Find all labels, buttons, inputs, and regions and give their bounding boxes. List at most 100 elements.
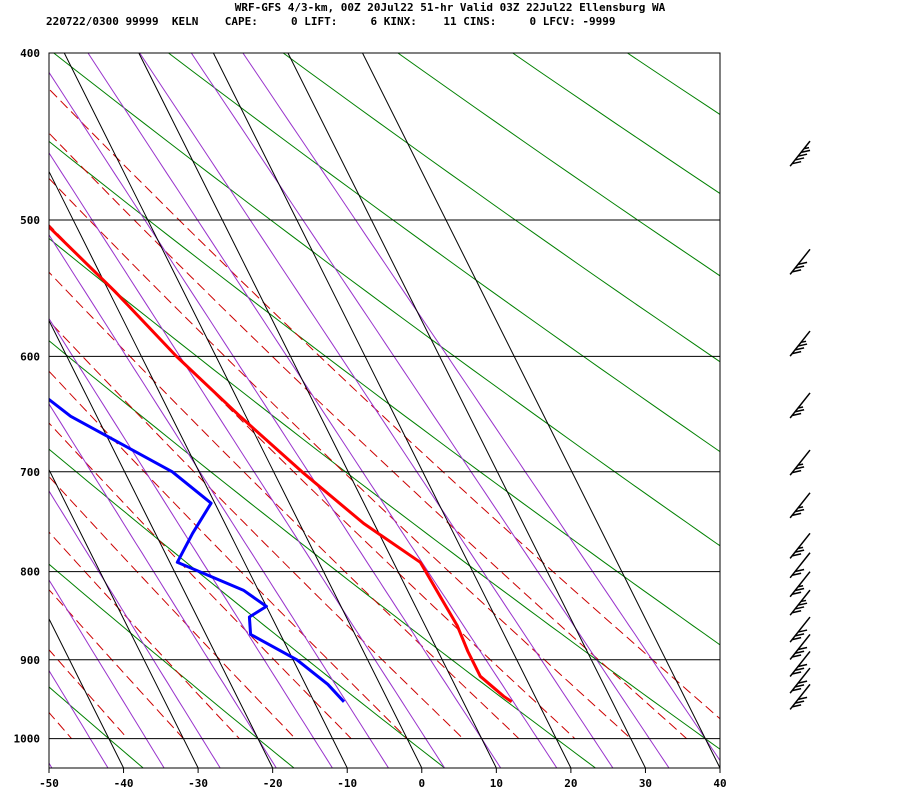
wind-barb: [789, 392, 811, 419]
dewpoint-profile: [49, 397, 346, 703]
wind-barb-feather: [797, 602, 808, 606]
dry-adiabat: [282, 53, 720, 363]
temperature-axis: -50 -40 -30 -20 -10 0 10 20 30 40: [39, 768, 727, 790]
wind-barb-feather: [794, 667, 805, 671]
wind-barb-feather: [791, 636, 802, 641]
wind-barb-feather: [797, 153, 808, 157]
chart-title: WRF-GFS 4/3-km, 00Z 20Jul22 51-hr Valid …: [234, 1, 666, 14]
isotherm-line: [63, 53, 423, 768]
wind-barb-feather: [794, 265, 805, 269]
moist-adiabat: [49, 271, 520, 740]
wind-barb-feather: [794, 700, 805, 704]
mixing-ratio-line: [49, 71, 502, 768]
wind-barb-feather: [797, 343, 808, 347]
moist-adiabat: [49, 224, 576, 740]
moist-adiabat: [49, 422, 352, 740]
wind-barb-staff: [789, 392, 811, 419]
temperature-tick-label: -50: [39, 777, 59, 790]
wind-barb-feather: [791, 160, 802, 165]
wind-barb-half-feather: [797, 546, 804, 550]
grid: [49, 52, 720, 768]
wind-barb-feather: [794, 606, 805, 610]
isotherm-line: [362, 53, 720, 768]
wind-barb-half-feather: [797, 506, 804, 509]
isotherm-group: [49, 53, 720, 768]
wind-barb-feather: [794, 347, 805, 351]
moist-adiabat: [49, 132, 688, 740]
dry-adiabat: [52, 53, 720, 547]
wind-barb-feather: [797, 629, 808, 633]
wind-barb-half-feather: [800, 340, 807, 344]
moist-adiabat: [49, 370, 408, 740]
mixing-ratio-line: [49, 579, 165, 768]
wind-barb-feather: [797, 696, 808, 701]
wind-barb-feather: [791, 654, 802, 658]
wind-barb-feather: [791, 469, 802, 474]
isotherm-line: [138, 53, 497, 768]
temperature-tick-label: 40: [713, 777, 726, 790]
wind-barb: [789, 532, 811, 559]
wind-barb: [789, 616, 811, 643]
wind-barb-feather: [791, 687, 802, 692]
moist-adiabat: [49, 88, 720, 720]
wind-barbs: [789, 140, 811, 710]
wind-barb-half-feather: [797, 406, 804, 409]
wind-barb-feather: [791, 609, 802, 614]
dry-adiabat: [49, 686, 144, 768]
temperature-tick-label: -10: [337, 777, 357, 790]
wind-barb-staff: [789, 616, 811, 643]
isotherm-line: [49, 319, 274, 768]
wind-barb: [789, 140, 811, 167]
wind-barb-staff: [789, 140, 811, 167]
wind-barb-staff: [789, 330, 811, 357]
wind-barb-feather: [794, 549, 805, 553]
mixing-ratio-line: [49, 490, 221, 768]
wind-barb-staff: [789, 552, 811, 579]
wind-barb-feather: [794, 587, 805, 592]
temperature-tick-label: -30: [188, 777, 208, 790]
wind-barb-half-feather: [800, 599, 807, 603]
wind-barb: [789, 552, 811, 579]
wind-barb-staff: [789, 650, 811, 677]
wind-barb-feather: [791, 512, 802, 517]
wind-barb-feather: [794, 508, 805, 513]
plot-frame: [48, 52, 721, 769]
dry-adiabat: [49, 237, 720, 750]
wind-barb: [789, 571, 811, 598]
dry-adiabat: [49, 340, 597, 768]
wind-barb-feather: [791, 572, 802, 577]
mixing-ratio-line: [49, 762, 53, 768]
wind-barb-half-feather: [797, 463, 804, 466]
dry-adiabat: [49, 448, 446, 768]
dry-adiabat: [626, 53, 720, 116]
isotherm-line: [49, 468, 199, 768]
temperature-tick-label: 20: [564, 777, 577, 790]
pressure-tick-label: 800: [20, 566, 40, 579]
pressure-tick-label: 500: [20, 214, 40, 227]
wind-barb-staff: [789, 633, 811, 660]
pressure-tick-label: 1000: [14, 733, 41, 746]
wind-barb-feather: [794, 650, 805, 654]
wind-barb-feather: [794, 408, 805, 413]
mixing-ratio-line: [49, 403, 277, 768]
wind-barb-feather: [794, 157, 805, 161]
wind-barb-feather: [791, 412, 802, 417]
dry-adiabat: [397, 53, 720, 277]
wind-barb-feather: [791, 350, 802, 355]
wind-barb-staff: [789, 248, 811, 275]
wind-barb-staff: [789, 589, 811, 616]
pressure-tick-label: 400: [20, 47, 40, 60]
mixing-ratio-line: [49, 152, 446, 768]
thermo-background-lines: [49, 15, 900, 783]
wind-barb-feather: [794, 633, 805, 637]
dry-adiabat: [683, 15, 900, 783]
wind-barb-feather: [791, 704, 802, 708]
wind-barb: [789, 667, 811, 694]
moist-adiabat: [49, 177, 632, 740]
wind-barb: [789, 683, 811, 710]
dry-adiabat: [797, 15, 900, 783]
mixing-ratio-line: [49, 234, 390, 768]
wind-barb-staff: [789, 667, 811, 694]
moist-adiabat: [49, 649, 128, 740]
